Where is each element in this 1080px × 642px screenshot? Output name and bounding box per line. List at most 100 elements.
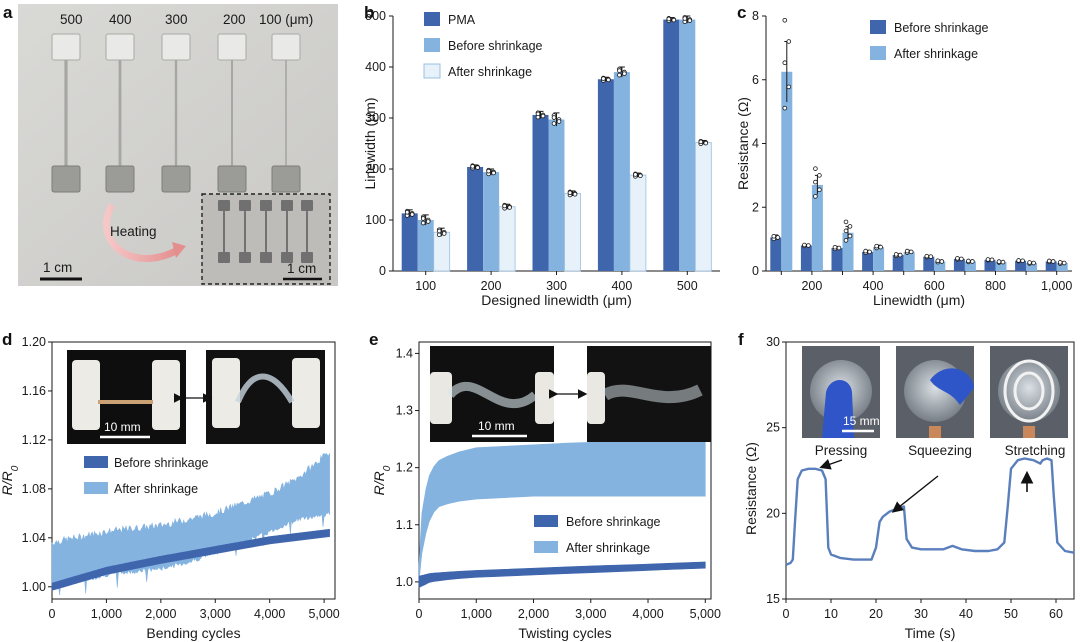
electrode-pad-bottom — [271, 165, 301, 193]
x-tick-label-c: 1,000 — [1041, 279, 1072, 293]
data-point-b — [698, 139, 704, 145]
data-point-c — [935, 258, 941, 264]
legend-swatch-c — [870, 20, 886, 34]
inset-pad-top — [260, 200, 272, 211]
data-point-c — [843, 219, 849, 225]
data-point-c — [1027, 260, 1032, 265]
data-point-c — [1061, 260, 1067, 266]
silicone-dome — [998, 360, 1060, 422]
data-point-c — [771, 233, 777, 239]
data-point-c — [966, 258, 971, 264]
data-point-b — [507, 205, 512, 210]
data-point-c — [782, 105, 788, 111]
electrode-pad-top — [51, 33, 81, 61]
legend-swatch-e — [534, 515, 558, 527]
legend-label-b: After shrinkage — [448, 65, 532, 79]
data-point-b — [551, 115, 557, 120]
bar-b — [663, 19, 680, 271]
data-point-c — [1020, 258, 1025, 264]
data-point-c — [939, 259, 945, 264]
electrode-pad-top — [271, 33, 301, 61]
legend-label-d: After shrinkage — [114, 482, 198, 496]
plot-frame-d — [51, 341, 336, 600]
data-point-c — [893, 252, 899, 257]
bar-b — [629, 174, 647, 272]
data-point-c — [786, 39, 792, 44]
data-point-b — [617, 72, 622, 78]
panel-label-e: e — [369, 330, 378, 349]
panel-b-chart: b 0 100 200 300 400 500 100 200 300 400 500 Designed… — [362, 3, 720, 308]
data-point-c — [782, 60, 788, 65]
data-point-c — [897, 252, 903, 258]
electrode-pad-top — [217, 33, 247, 61]
clamp — [212, 358, 240, 428]
legend-label-e: Before shrinkage — [566, 515, 661, 529]
x-axis-label-e: Twisting cycles — [518, 625, 611, 641]
bar-b — [417, 220, 434, 271]
bar-b — [467, 166, 484, 271]
x-tick-label-f: 20 — [869, 607, 883, 621]
data-point-c — [847, 233, 853, 239]
x-tick-label-e: 1,000 — [461, 607, 492, 621]
data-point-c — [843, 238, 849, 243]
data-point-b — [470, 164, 475, 169]
bar-b — [532, 114, 549, 271]
data-point-c — [802, 242, 807, 248]
width-label-400: 400 — [109, 12, 132, 27]
bar-b — [401, 213, 418, 271]
y-tick-label-e: 1.0 — [396, 575, 413, 589]
legend-swatch-e — [534, 541, 558, 553]
data-point-b — [682, 16, 688, 21]
electrode-pad-bottom — [161, 165, 191, 193]
data-point-c — [1057, 260, 1063, 265]
bar-c — [892, 255, 904, 271]
copper-tab — [1023, 426, 1035, 438]
y-tick-label-d: 1.12 — [22, 433, 46, 447]
data-point-c — [874, 243, 879, 249]
data-point-c — [959, 256, 964, 262]
data-point-b — [475, 165, 480, 170]
clamp — [152, 360, 180, 430]
bar-c — [800, 245, 812, 271]
bar-c — [842, 232, 854, 271]
x-tick-label-c: 800 — [985, 279, 1006, 293]
data-point-b — [572, 191, 578, 197]
legend-swatch-b — [424, 38, 440, 52]
data-point-b — [540, 113, 546, 119]
y-tick-label-f: 20 — [766, 506, 780, 520]
inset-pad-bottom — [239, 252, 251, 263]
bar-c — [873, 247, 885, 271]
y-tick-label-b: 500 — [365, 9, 386, 23]
bar-b — [483, 172, 500, 271]
heating-arrow — [103, 203, 180, 262]
clamp — [587, 372, 605, 424]
panel-label-f: f — [738, 330, 744, 349]
bar-c — [1026, 263, 1038, 271]
panel-d-chart: d 1.00 1.04 1.08 1.12 1.16 1.20 0 1,000 2,000 3,00… — [0, 330, 340, 641]
data-point-c — [928, 254, 934, 259]
y-tick-label-c: 0 — [752, 264, 759, 278]
data-point-c — [786, 84, 792, 90]
data-point-c — [817, 173, 822, 178]
bar-c — [903, 251, 915, 271]
bar-b — [548, 119, 565, 271]
y-tick-label-b: 400 — [365, 60, 386, 74]
data-point-c — [996, 259, 1002, 264]
legend-swatch-b — [423, 63, 441, 79]
x-tick-label-d: 4,000 — [254, 607, 285, 621]
legend-label-b: PMA — [448, 13, 476, 27]
y-tick-label-f: 25 — [766, 421, 780, 435]
bar-b — [613, 72, 630, 271]
data-point-b — [491, 170, 496, 176]
data-point-b — [703, 140, 709, 146]
annotation-pressing: Pressing — [815, 443, 868, 458]
data-point-b — [567, 190, 573, 196]
x-tick-label-f: 40 — [959, 607, 973, 621]
data-point-b — [535, 111, 541, 117]
legend-swatch-b — [424, 12, 440, 26]
bar-c — [964, 261, 976, 271]
bar-b — [498, 206, 516, 272]
y-tick-label-b: 300 — [365, 111, 386, 125]
bar-c — [781, 71, 793, 271]
